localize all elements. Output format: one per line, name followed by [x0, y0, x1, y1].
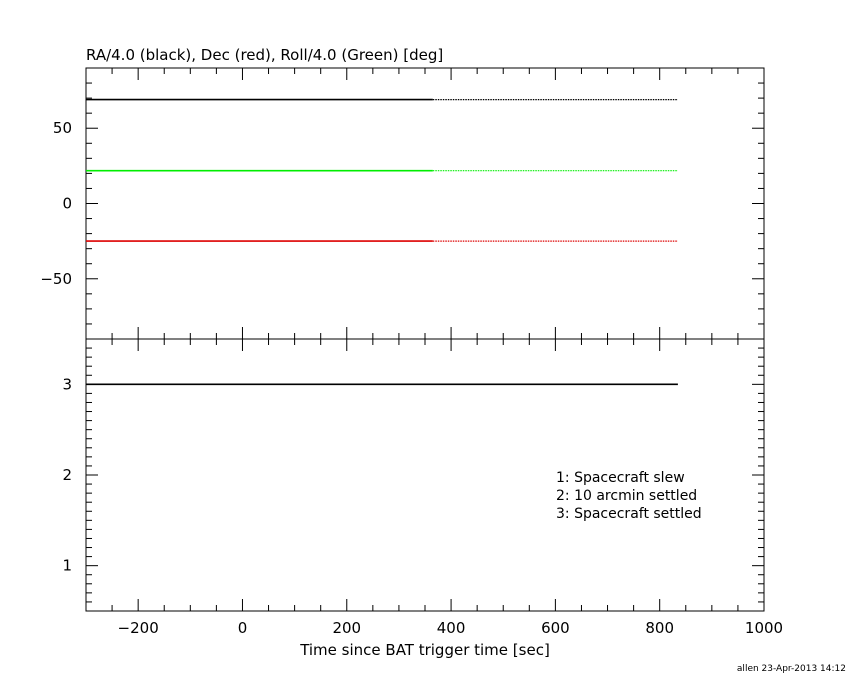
top-y-tick-label: 50 [53, 119, 72, 137]
annotation-1: 1: Spacecraft slew [556, 470, 685, 486]
top-panel: −50 0 50 [40, 67, 765, 340]
top-y-tick-label: 0 [62, 195, 72, 213]
x-tick-label: 400 [437, 619, 466, 637]
bottom-y-tick-label: 3 [62, 375, 72, 393]
x-tick-label: 1000 [745, 619, 783, 637]
top-frame [85, 67, 765, 340]
x-tick-label: 600 [541, 619, 570, 637]
x-tick-label: 0 [238, 619, 248, 637]
x-tick-label: 200 [332, 619, 361, 637]
annotation-3: 3: Spacecraft settled [556, 506, 702, 522]
bottom-panel: 1 2 3 [62, 338, 765, 612]
footer-timestamp: allen 23-Apr-2013 14:12 [737, 664, 846, 674]
top-chart-title: RA/4.0 (black), Dec (red), Roll/4.0 (Gre… [86, 46, 443, 64]
bottom-y-tick-label: 1 [62, 557, 72, 575]
top-y-tick-label: −50 [40, 270, 72, 288]
x-axis-label: Time since BAT trigger time [sec] [299, 641, 550, 659]
annotation-2: 2: 10 arcmin settled [556, 488, 697, 504]
bottom-y-tick-label: 2 [62, 466, 72, 484]
x-tick-label: 800 [645, 619, 674, 637]
x-tick-label: −200 [118, 619, 159, 637]
